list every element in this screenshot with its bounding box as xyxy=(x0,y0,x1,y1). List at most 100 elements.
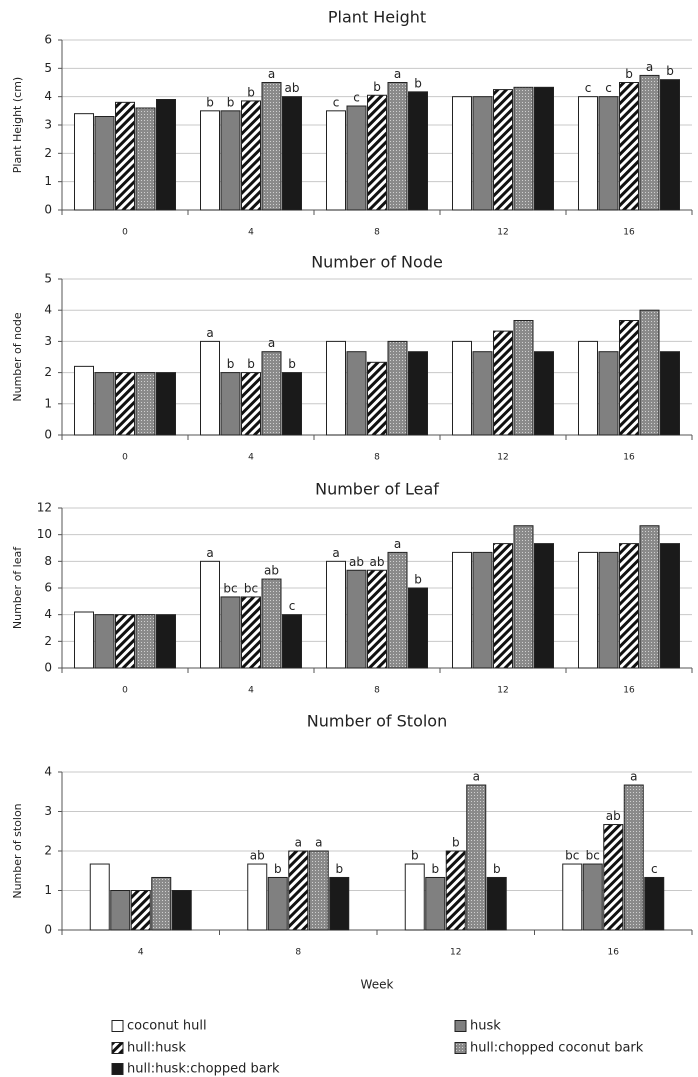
significance-letter: a xyxy=(630,770,637,784)
significance-letter: b xyxy=(625,67,633,81)
significance-letter: a xyxy=(268,67,275,81)
bar xyxy=(241,372,261,436)
significance-letter: c xyxy=(289,599,296,613)
bar xyxy=(288,850,309,931)
bar xyxy=(513,525,534,669)
y-tick-label: 10 xyxy=(37,527,52,541)
y-axis-label: Number of leaf xyxy=(11,546,24,629)
significance-letter: a xyxy=(295,836,302,850)
x-tick-label: 4 xyxy=(138,948,144,958)
bar xyxy=(156,372,176,436)
bar xyxy=(326,110,346,211)
bar xyxy=(200,110,220,211)
bar xyxy=(282,372,302,436)
y-tick-label: 3 xyxy=(44,334,52,348)
bar xyxy=(171,890,192,931)
bar xyxy=(387,82,408,211)
bar xyxy=(267,876,288,931)
y-tick-label: 4 xyxy=(44,765,52,779)
bar xyxy=(644,876,665,931)
bar xyxy=(367,361,387,436)
y-tick-label: 4 xyxy=(44,89,52,103)
y-tick-label: 1 xyxy=(44,174,52,188)
x-tick-label: 16 xyxy=(623,228,635,238)
y-tick-label: 2 xyxy=(44,634,52,648)
y-tick-label: 4 xyxy=(44,303,52,317)
bar xyxy=(346,569,367,669)
bar xyxy=(94,116,115,211)
bar xyxy=(562,863,583,931)
y-axis-label: Plant Height (cm) xyxy=(11,77,24,173)
bar xyxy=(619,319,639,436)
chart-title: Number of Stolon xyxy=(307,712,447,731)
bar xyxy=(408,91,428,211)
significance-letter: b xyxy=(227,357,235,371)
significance-letter: c xyxy=(651,862,658,876)
chart-title: Number of Node xyxy=(311,253,443,272)
bar xyxy=(282,96,302,211)
bar xyxy=(534,543,554,669)
bar xyxy=(387,340,408,436)
y-tick-label: 5 xyxy=(44,61,52,75)
bar xyxy=(326,560,346,669)
significance-letter: ab xyxy=(606,809,621,823)
y-tick-label: 6 xyxy=(44,581,52,595)
bar xyxy=(387,551,408,669)
bar xyxy=(74,611,94,669)
bar xyxy=(308,850,329,931)
bar xyxy=(603,824,624,931)
bar xyxy=(493,89,513,211)
bar xyxy=(326,340,346,436)
bar xyxy=(329,876,350,931)
y-tick-label: 5 xyxy=(44,272,52,286)
bar xyxy=(452,551,472,669)
bar xyxy=(220,372,241,436)
y-tick-label: 3 xyxy=(44,118,52,132)
y-tick-label: 1 xyxy=(44,396,52,410)
significance-letter: b xyxy=(227,95,235,109)
significance-letter: ab xyxy=(370,555,385,569)
bar xyxy=(346,105,367,211)
legend-label: hull:husk xyxy=(127,1041,186,1056)
bar xyxy=(151,876,172,931)
bar xyxy=(445,850,466,931)
bar xyxy=(513,319,534,436)
bar xyxy=(408,587,428,669)
significance-letter: a xyxy=(394,537,401,551)
significance-letter: bc xyxy=(565,849,579,863)
x-tick-label: 4 xyxy=(248,228,254,238)
y-tick-label: 0 xyxy=(44,203,52,217)
bar xyxy=(156,614,176,669)
significance-letter: b xyxy=(247,357,255,371)
significance-letter: bc xyxy=(223,581,237,595)
significance-letter: b xyxy=(452,836,460,850)
bar xyxy=(115,372,135,436)
bar xyxy=(156,99,176,211)
significance-letter: a xyxy=(206,546,213,560)
bar xyxy=(261,578,282,669)
bar xyxy=(115,614,135,669)
bar xyxy=(493,330,513,436)
significance-letter: b xyxy=(206,95,214,109)
significance-letter: b xyxy=(247,85,255,99)
bar xyxy=(598,551,619,669)
x-tick-label: 0 xyxy=(122,228,128,238)
legend-swatch xyxy=(111,1020,124,1032)
legend-label: husk xyxy=(470,1019,501,1034)
y-tick-label: 2 xyxy=(44,146,52,160)
bar xyxy=(660,79,680,211)
bar xyxy=(408,351,428,436)
significance-letter: c xyxy=(605,81,612,95)
significance-letter: a xyxy=(646,60,653,74)
significance-letter: b xyxy=(335,862,343,876)
x-tick-label: 8 xyxy=(374,453,380,463)
bar xyxy=(472,96,493,211)
x-tick-label: 4 xyxy=(248,453,254,463)
significance-letter: ab xyxy=(264,564,279,578)
bar xyxy=(660,351,680,436)
significance-letter: bc xyxy=(586,849,600,863)
significance-letter: b xyxy=(493,862,501,876)
x-tick-label: 16 xyxy=(623,453,635,463)
bar xyxy=(135,614,156,669)
